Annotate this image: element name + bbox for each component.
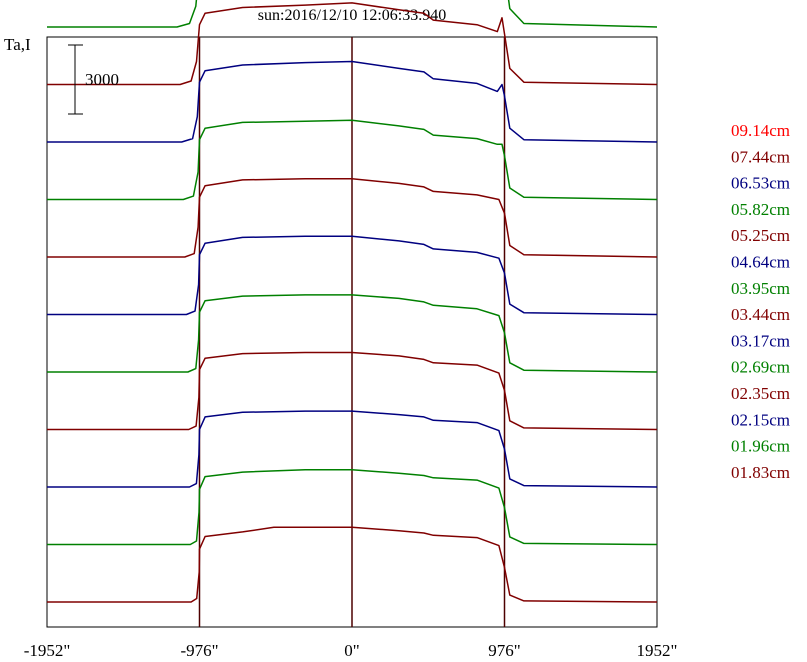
legend-item: 04.64cm xyxy=(731,253,790,272)
legend-item: 05.25cm xyxy=(731,226,790,245)
scale-bar: 3000 xyxy=(68,44,119,115)
series-line-05.25cm xyxy=(47,2,658,86)
legend-item: 02.15cm xyxy=(731,410,790,429)
x-tick-label: 1952" xyxy=(637,641,678,660)
legend-item: 01.96cm xyxy=(731,437,790,456)
series-line-01.83cm xyxy=(47,526,658,603)
series-group xyxy=(47,0,658,603)
x-tick-label: 976" xyxy=(488,641,520,660)
legend-item: 02.69cm xyxy=(731,358,790,377)
legend-item: 02.35cm xyxy=(731,384,790,403)
legend-item: 09.14cm xyxy=(731,121,790,140)
chart-title: sun:2016/12/10 12:06:33.940 xyxy=(258,7,446,24)
series-line-04.64cm xyxy=(47,60,658,143)
legend-item: 03.17cm xyxy=(731,331,790,350)
series-line-02.35cm xyxy=(47,351,658,431)
series-line-03.44cm xyxy=(47,178,658,258)
series-line-02.69cm xyxy=(47,294,658,373)
series-line-01.96cm xyxy=(47,469,658,546)
reference-lines xyxy=(198,37,506,627)
legend: 09.14cm 07.44cm 06.53cm 05.82cm 05.25cm 04.64… xyxy=(731,121,790,482)
x-tick-label: -976" xyxy=(180,641,218,660)
series-line-02.15cm xyxy=(47,410,658,488)
legend-item: 07.44cm xyxy=(731,147,790,166)
x-tick-label: -1952" xyxy=(24,641,71,660)
legend-item: 03.44cm xyxy=(731,305,790,324)
x-axis: -1952" -976" 0" 976" 1952" xyxy=(24,641,678,660)
x-tick-label: 0" xyxy=(344,641,359,660)
legend-item: 06.53cm xyxy=(731,174,790,193)
series-line-05.82cm xyxy=(47,0,658,28)
legend-item: 03.95cm xyxy=(731,279,790,298)
legend-item: 01.83cm xyxy=(731,463,790,482)
series-line-03.95cm xyxy=(47,119,658,201)
scale-bar-label: 3000 xyxy=(85,70,119,89)
series-line-03.17cm xyxy=(47,235,658,316)
legend-item: 05.82cm xyxy=(731,200,790,219)
y-axis-label: Ta,I xyxy=(4,35,31,54)
